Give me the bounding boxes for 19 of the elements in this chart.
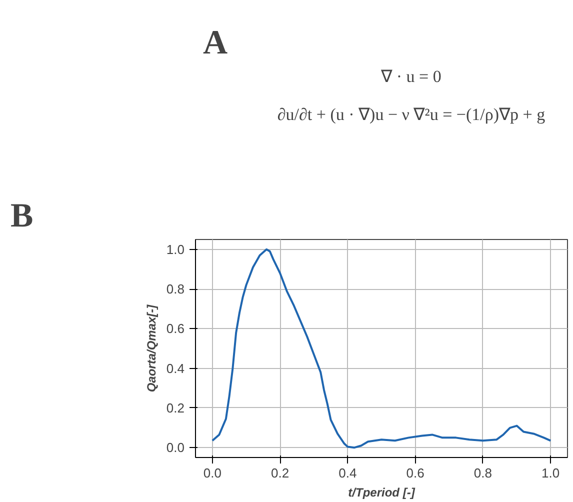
y-tick-label: 1.0 bbox=[166, 242, 185, 257]
y-tick-label: 0.6 bbox=[166, 321, 185, 336]
line-series bbox=[211, 248, 552, 449]
y-axis-title: Qaorta/Qmax[-] bbox=[144, 304, 158, 392]
x-tick-label: 1.0 bbox=[542, 466, 560, 480]
x-tick-label: 0.6 bbox=[406, 466, 424, 480]
text: B bbox=[10, 198, 34, 234]
y-tick-label: 0.0 bbox=[166, 440, 185, 456]
x-tick-label: 0.2 bbox=[271, 466, 290, 480]
x-tick-label: 0.0 bbox=[203, 466, 222, 480]
y-tick-label: 0.2 bbox=[166, 400, 185, 416]
y-tick-label: 0.8 bbox=[166, 282, 185, 297]
text: ∇ · u = 0 bbox=[380, 67, 442, 86]
x-axis-title: t/Tperiod [-] bbox=[348, 486, 416, 500]
text: ∂u/∂t + (u · ∇)u − ν ∇²u = −(1/ρ)∇p + g bbox=[277, 105, 546, 124]
x-tick-label: 0.4 bbox=[338, 466, 357, 480]
x-tick-label: 0.8 bbox=[474, 466, 492, 480]
text: A bbox=[202, 24, 228, 62]
y-tick-label: 0.4 bbox=[166, 360, 185, 376]
